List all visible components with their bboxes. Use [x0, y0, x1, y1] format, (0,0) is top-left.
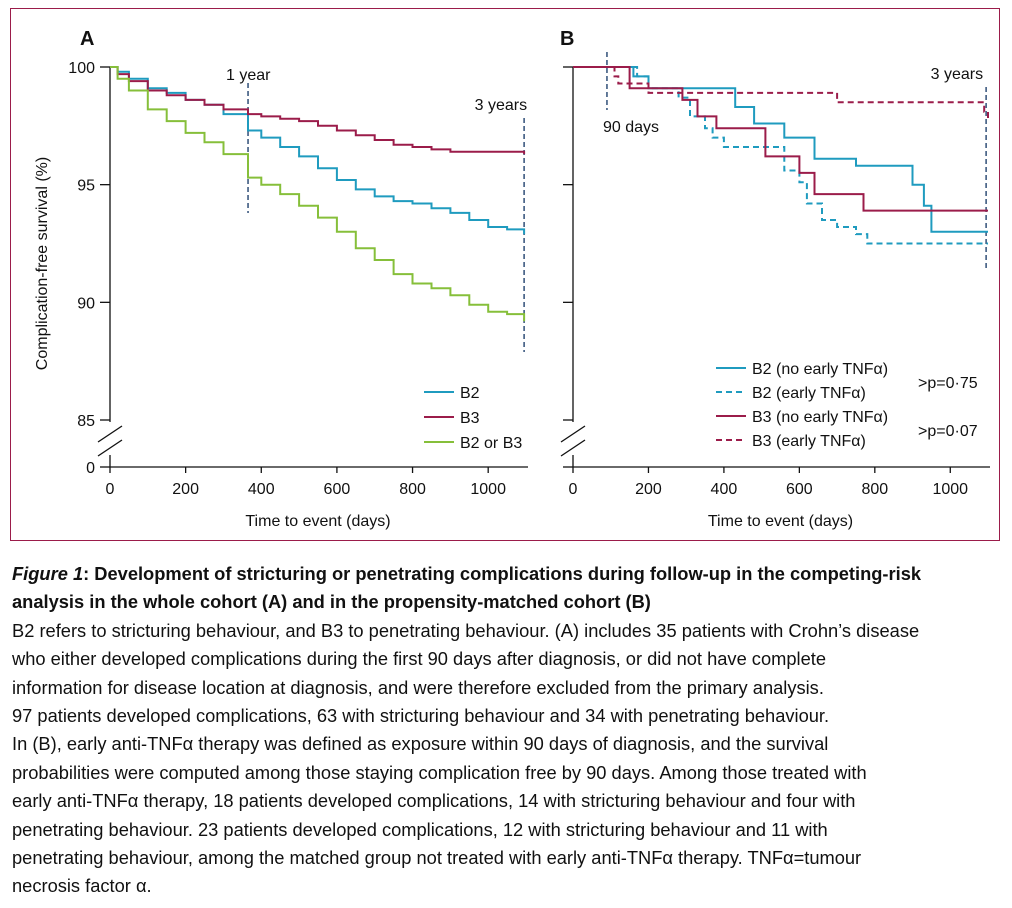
chart-panel-A: A 100 95 90 85 00 200 400 600 800 1000 Time to even…	[34, 28, 528, 530]
x-tick-label: 0	[106, 481, 115, 498]
caption-body-line: penetrating behaviour. 23 patients devel…	[12, 818, 828, 840]
x-tick-label: 400	[711, 481, 738, 498]
time-marker-label: 3 years	[931, 66, 983, 83]
caption-title-line-1: Figure 1: Development of stricturing or …	[12, 560, 1002, 588]
x-tick-label: 1000	[470, 481, 506, 498]
figure-caption: Figure 1: Development of stricturing or …	[12, 560, 1002, 901]
x-tick-label: 600	[786, 481, 813, 498]
caption-body-line: early anti-TNFα therapy, 18 patients dev…	[12, 790, 856, 812]
x-tick-label: 400	[248, 481, 275, 498]
legend-label: B2 or B3	[460, 435, 522, 452]
y-axis-label: Complication-free survival (%)	[34, 157, 51, 370]
x-tick-label: 800	[861, 481, 888, 498]
x-tick-label: 200	[635, 481, 662, 498]
x-tick-label: 0	[569, 481, 578, 498]
x-tick-label: 800	[399, 481, 426, 498]
y-axis-break-mark	[97, 439, 123, 457]
panel-label: A	[80, 28, 94, 50]
series-line-b3-no-early-tnf-	[573, 66, 988, 212]
chart-panel-B: B 0 200 400 600 800 1000 Time to event (days) 90…	[560, 28, 990, 530]
caption-body-line: B2 refers to stricturing behaviour, and …	[12, 619, 920, 641]
caption-body-line: penetrating behaviour, among the matched…	[12, 847, 862, 869]
series-line-b2-no-early-tnf-	[573, 66, 988, 233]
y-tick-label: 85	[77, 413, 95, 430]
p-value-label: >p=0·75	[918, 375, 978, 392]
caption-body: B2 refers to stricturing behaviour, and …	[12, 617, 1002, 901]
legend-label: B2 (early TNFα)	[752, 385, 866, 402]
y-axis-break-mark	[560, 439, 586, 457]
caption-body-line: necrosis factor α.	[12, 875, 152, 897]
caption-body-line: In (B), early anti-TNFα therapy was defi…	[12, 733, 829, 755]
caption-body-line: probabilities were computed among those …	[12, 761, 867, 783]
panel-label: B	[560, 28, 574, 50]
series-line-b3-early-tnf-	[573, 66, 989, 119]
y-axis-break-mark	[97, 425, 123, 443]
figure-label: Figure 1	[12, 563, 84, 584]
series-line-b3	[110, 66, 526, 155]
figure-frame	[10, 8, 1000, 541]
legend-label: B2	[460, 385, 480, 402]
series-line-b2-or-b3	[110, 66, 526, 322]
legend-label: B3 (no early TNFα)	[752, 409, 888, 426]
x-tick-label: 200	[172, 481, 199, 498]
x-axis-label: Time to event (days)	[708, 513, 853, 530]
y-tick-label: 0	[86, 460, 95, 477]
y-axis-break-mark	[560, 425, 586, 443]
legend-label: B2 (no early TNFα)	[752, 361, 888, 378]
y-tick-label: 90	[77, 295, 95, 312]
legend: B2 B3 B2 or B3	[424, 385, 522, 452]
caption-title-line-2: analysis in the whole cohort (A) and in …	[12, 591, 651, 613]
y-tick-label: 100	[68, 60, 95, 77]
x-tick-label: 600	[324, 481, 351, 498]
y-tick-label: 95	[77, 178, 95, 195]
caption-body-line: information for disease location at diag…	[12, 676, 824, 698]
time-marker-label: 3 years	[475, 97, 527, 114]
p-value-label: >p=0·07	[918, 423, 978, 440]
caption-title: Figure 1: Development of stricturing or …	[12, 560, 1002, 617]
time-marker-label: 90 days	[603, 119, 659, 136]
caption-body-line: who either developed complications durin…	[12, 648, 826, 670]
x-axis-label: Time to event (days)	[245, 513, 390, 530]
legend: B2 (no early TNFα) B2 (early TNFα) B3 (no …	[716, 361, 888, 450]
legend-label: B3 (early TNFα)	[752, 433, 866, 450]
caption-body-line: 97 patients developed complications, 63 …	[12, 705, 830, 727]
caption-title-text-1: : Development of stricturing or penetrat…	[83, 563, 922, 584]
time-marker-label: 1 year	[226, 67, 271, 84]
x-tick-label: 1000	[932, 481, 968, 498]
legend-label: B3	[460, 410, 480, 427]
series-line-b2-early-tnf-	[573, 66, 988, 245]
